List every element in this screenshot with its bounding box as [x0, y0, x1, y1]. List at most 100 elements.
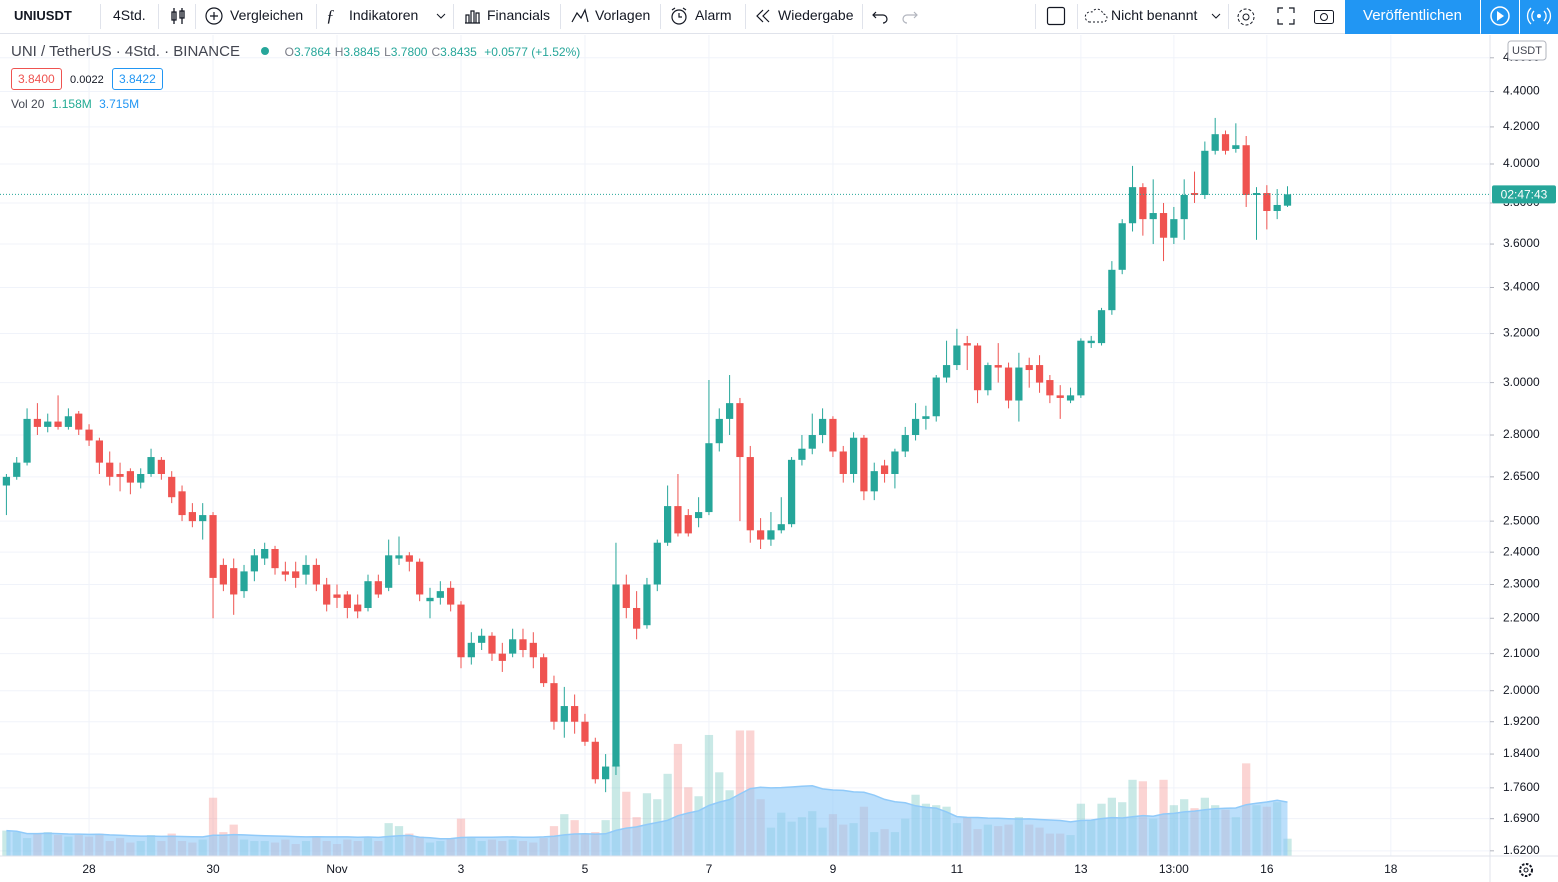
candle-body — [891, 451, 899, 474]
candle-body — [550, 683, 558, 722]
candle-body — [653, 542, 661, 585]
y-tick-label: 4.2000 — [1503, 119, 1540, 133]
candle-body — [911, 418, 920, 436]
chart-style-icon[interactable] — [168, 6, 188, 26]
templates-button[interactable]: Vorlagen — [595, 7, 651, 23]
publish-button[interactable]: Veröffentlichen — [1345, 0, 1480, 34]
alert-icon[interactable] — [669, 6, 689, 26]
volume-ma-value: 3.715M — [99, 97, 140, 111]
ohlc-label: C — [431, 45, 441, 59]
ohlc-label: H — [334, 45, 344, 59]
candle-body — [240, 571, 248, 592]
volume-title: Vol 20 — [11, 97, 45, 111]
candle-body — [126, 471, 134, 483]
ohlc-label: O — [284, 45, 294, 59]
replay-button[interactable]: Wiedergabe — [778, 7, 854, 23]
candle-body — [571, 706, 579, 722]
candle-body — [591, 741, 599, 780]
play-button[interactable] — [1481, 0, 1519, 34]
volume-ma-line — [6, 785, 1288, 840]
candle-body — [385, 555, 393, 588]
candle-body — [519, 639, 527, 651]
candle-body — [271, 548, 279, 569]
candle-body — [839, 451, 847, 474]
symbol-button[interactable]: UNIUSDT — [14, 8, 72, 23]
undo-icon[interactable] — [871, 6, 891, 26]
candle-body — [973, 345, 982, 391]
candle-body — [230, 568, 238, 595]
candle-body — [602, 766, 610, 780]
replay-icon[interactable] — [753, 6, 773, 26]
candle-body — [436, 591, 444, 598]
templates-icon[interactable] — [570, 6, 590, 26]
candle-body — [984, 365, 992, 391]
separator — [195, 4, 196, 29]
y-tick-label: 1.8400 — [1503, 746, 1540, 760]
ask-price[interactable]: 3.8422 — [112, 68, 163, 90]
candle-body — [808, 435, 816, 449]
candle-body — [1139, 187, 1147, 220]
y-tick-label: 1.6900 — [1503, 811, 1540, 825]
x-tick-label: 13:00 — [1159, 862, 1189, 876]
separator — [560, 4, 561, 29]
candle-body — [261, 548, 269, 559]
candle-body — [1128, 187, 1137, 224]
indicators-button[interactable]: Indikatoren — [349, 7, 419, 23]
alert-button[interactable]: Alarm — [695, 7, 732, 23]
broadcast-button[interactable] — [1520, 0, 1558, 34]
candle-body — [116, 473, 124, 477]
chevron[interactable] — [436, 11, 446, 21]
candle-body — [1221, 134, 1230, 151]
x-tick-label: 11 — [951, 862, 964, 876]
chevron[interactable] — [1211, 11, 1221, 21]
redo-icon[interactable] — [899, 6, 919, 26]
candle-body — [250, 555, 258, 572]
candle-body — [767, 530, 775, 540]
indicators-icon[interactable]: ƒ — [326, 6, 335, 25]
volume-bar — [1283, 838, 1292, 856]
candle-body — [498, 653, 506, 661]
candle-body — [1035, 365, 1044, 383]
currency: USDT — [1512, 45, 1542, 57]
candle-body — [95, 440, 104, 463]
layout-icon[interactable] — [1046, 6, 1066, 26]
y-tick-label: 4.0000 — [1503, 156, 1540, 170]
candle-body — [467, 642, 475, 658]
candle-body — [1170, 219, 1178, 238]
financials-icon[interactable] — [462, 6, 482, 26]
candle-body — [1056, 395, 1064, 398]
x-tick-label: 13 — [1074, 862, 1088, 876]
compare-button[interactable]: Vergleichen — [230, 7, 304, 23]
cloud-icon[interactable] — [1083, 6, 1109, 26]
bid-price[interactable]: 3.8400 — [11, 68, 62, 90]
x-tick-label: 3 — [458, 862, 465, 876]
candle-body — [860, 437, 868, 492]
candle-body — [75, 413, 83, 430]
candle-body — [643, 584, 651, 626]
candle-body — [157, 459, 165, 474]
candle-body — [478, 635, 486, 643]
candle-body — [581, 721, 589, 742]
candle-body — [736, 403, 744, 458]
snapshot-icon[interactable] — [1313, 6, 1335, 26]
candle-body — [1025, 365, 1033, 371]
compare-icon[interactable] — [204, 6, 224, 26]
x-tick-label: 18 — [1384, 862, 1398, 876]
volume-ma-area — [6, 785, 1288, 856]
candle-body — [1232, 145, 1240, 149]
candle-body — [1273, 204, 1281, 212]
financials-button[interactable]: Financials — [487, 7, 551, 23]
candle-body — [509, 639, 517, 654]
fullscreen-icon[interactable] — [1276, 6, 1296, 26]
candle-body — [33, 418, 42, 427]
candle-body — [147, 457, 155, 474]
interval-button[interactable]: 4Std. — [113, 7, 146, 23]
candle-body — [106, 462, 114, 477]
y-tick-label: 1.6200 — [1503, 843, 1540, 857]
candle-body — [540, 657, 548, 684]
layout-name[interactable]: Nicht benannt — [1111, 7, 1198, 23]
y-tick-label: 2.1000 — [1503, 646, 1540, 660]
settings-icon[interactable] — [1235, 6, 1257, 28]
candle-body — [13, 462, 21, 477]
status-dot — [261, 47, 270, 55]
